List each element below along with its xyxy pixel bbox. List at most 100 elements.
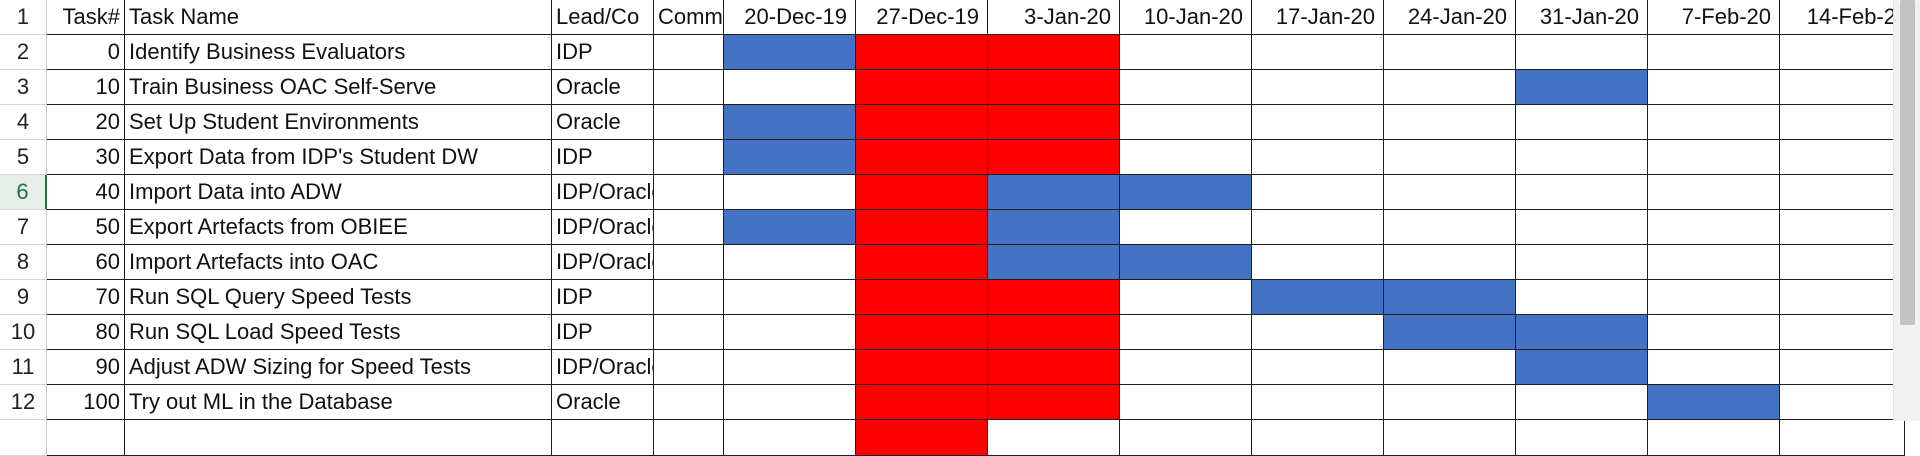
row-header[interactable]: 8: [0, 245, 47, 280]
gantt-cell[interactable]: [724, 245, 856, 280]
gantt-cell[interactable]: [1516, 140, 1648, 175]
lead-cell[interactable]: IDP/Oracle: [552, 175, 654, 210]
header-task-name[interactable]: Task Name: [125, 0, 552, 35]
lead-cell[interactable]: IDP/Oracle: [552, 245, 654, 280]
gantt-bar-blue[interactable]: [988, 210, 1120, 245]
task-name-cell[interactable]: Export Data from IDP's Student DW: [125, 140, 552, 175]
gantt-cell[interactable]: [1780, 35, 1905, 70]
gantt-cell[interactable]: [1648, 280, 1780, 315]
gantt-cell[interactable]: [1648, 350, 1780, 385]
comments-cell[interactable]: [654, 210, 724, 245]
gantt-bar-blue[interactable]: [988, 245, 1120, 280]
gantt-bar-red[interactable]: [988, 385, 1120, 420]
gantt-cell[interactable]: [1516, 35, 1648, 70]
gantt-cell[interactable]: [1780, 210, 1905, 245]
row-header[interactable]: 4: [0, 105, 47, 140]
gantt-cell[interactable]: [1252, 105, 1384, 140]
lead-cell[interactable]: IDP/Oracle: [552, 350, 654, 385]
gantt-cell[interactable]: [1648, 245, 1780, 280]
gantt-cell[interactable]: [1120, 385, 1252, 420]
gantt-bar-red[interactable]: [988, 105, 1120, 140]
row-header[interactable]: 6: [0, 175, 47, 210]
gantt-cell[interactable]: [1648, 420, 1780, 456]
gantt-cell[interactable]: [1516, 175, 1648, 210]
gantt-cell[interactable]: [1384, 175, 1516, 210]
task-name-cell[interactable]: Run SQL Query Speed Tests: [125, 280, 552, 315]
gantt-cell[interactable]: [1780, 350, 1905, 385]
task-name-cell[interactable]: Identify Business Evaluators: [125, 35, 552, 70]
gantt-cell[interactable]: [1648, 140, 1780, 175]
header-date[interactable]: 14-Feb-2: [1780, 0, 1905, 35]
task-num-cell[interactable]: 70: [47, 280, 125, 315]
gantt-bar-red[interactable]: [988, 315, 1120, 350]
gantt-cell[interactable]: [724, 315, 856, 350]
gantt-cell[interactable]: [1648, 35, 1780, 70]
gantt-cell[interactable]: [1120, 35, 1252, 70]
task-name-cell[interactable]: Try out ML in the Database: [125, 385, 552, 420]
gantt-bar-red[interactable]: [988, 35, 1120, 70]
gantt-cell[interactable]: [1252, 140, 1384, 175]
row-header[interactable]: 2: [0, 35, 47, 70]
task-name-cell[interactable]: Set Up Student Environments: [125, 105, 552, 140]
gantt-cell[interactable]: [1384, 35, 1516, 70]
gantt-cell[interactable]: [1120, 140, 1252, 175]
task-num-cell[interactable]: 20: [47, 105, 125, 140]
gantt-cell[interactable]: [1780, 315, 1905, 350]
task-name-cell[interactable]: Run SQL Load Speed Tests: [125, 315, 552, 350]
header-date[interactable]: 17-Jan-20: [1252, 0, 1384, 35]
task-num-cell[interactable]: 40: [47, 175, 125, 210]
task-num-cell[interactable]: 80: [47, 315, 125, 350]
row-header[interactable]: 1: [0, 0, 47, 35]
comments-cell[interactable]: [654, 175, 724, 210]
gantt-cell[interactable]: [1252, 350, 1384, 385]
gantt-cell[interactable]: [1384, 70, 1516, 105]
gantt-cell[interactable]: [1780, 245, 1905, 280]
gantt-cell[interactable]: [1120, 280, 1252, 315]
task-name-cell[interactable]: Train Business OAC Self-Serve: [125, 70, 552, 105]
gantt-bar-blue[interactable]: [988, 175, 1120, 210]
gantt-bar-red[interactable]: [856, 280, 988, 315]
header-date[interactable]: 31-Jan-20: [1516, 0, 1648, 35]
gantt-bar-blue[interactable]: [724, 35, 856, 70]
header-date[interactable]: 10-Jan-20: [1120, 0, 1252, 35]
lead-cell[interactable]: IDP: [552, 315, 654, 350]
gantt-cell[interactable]: [1780, 175, 1905, 210]
gantt-cell[interactable]: [1516, 420, 1648, 456]
gantt-bar-blue[interactable]: [1516, 350, 1648, 385]
gantt-bar-red[interactable]: [988, 350, 1120, 385]
comments-cell[interactable]: [654, 70, 724, 105]
gantt-bar-red[interactable]: [988, 140, 1120, 175]
row-header[interactable]: 5: [0, 140, 47, 175]
gantt-bar-red[interactable]: [856, 385, 988, 420]
gantt-cell[interactable]: [1780, 70, 1905, 105]
row-header[interactable]: 9: [0, 280, 47, 315]
gantt-bar-blue[interactable]: [1120, 175, 1252, 210]
gantt-cell[interactable]: [1384, 385, 1516, 420]
gantt-cell[interactable]: [1252, 175, 1384, 210]
comments-cell[interactable]: [654, 35, 724, 70]
gantt-bar-red[interactable]: [856, 175, 988, 210]
gantt-cell[interactable]: [1252, 210, 1384, 245]
comments-cell[interactable]: [654, 280, 724, 315]
row-header[interactable]: 7: [0, 210, 47, 245]
gantt-bar-red[interactable]: [856, 140, 988, 175]
gantt-cell[interactable]: [1516, 210, 1648, 245]
task-num-cell[interactable]: [47, 420, 125, 456]
gantt-cell[interactable]: [1252, 70, 1384, 105]
gantt-cell[interactable]: [1648, 210, 1780, 245]
gantt-bar-blue[interactable]: [724, 140, 856, 175]
lead-cell[interactable]: IDP: [552, 140, 654, 175]
lead-cell[interactable]: IDP: [552, 280, 654, 315]
gantt-cell[interactable]: [1780, 280, 1905, 315]
gantt-cell[interactable]: [724, 350, 856, 385]
gantt-cell[interactable]: [724, 385, 856, 420]
gantt-cell[interactable]: [1780, 385, 1905, 420]
header-lead[interactable]: Lead/Co: [552, 0, 654, 35]
gantt-cell[interactable]: [1384, 105, 1516, 140]
gantt-cell[interactable]: [1384, 350, 1516, 385]
gantt-bar-red[interactable]: [856, 350, 988, 385]
gantt-cell[interactable]: [988, 420, 1120, 456]
task-name-cell[interactable]: Export Artefacts from OBIEE: [125, 210, 552, 245]
task-num-cell[interactable]: 50: [47, 210, 125, 245]
comments-cell[interactable]: [654, 420, 724, 456]
